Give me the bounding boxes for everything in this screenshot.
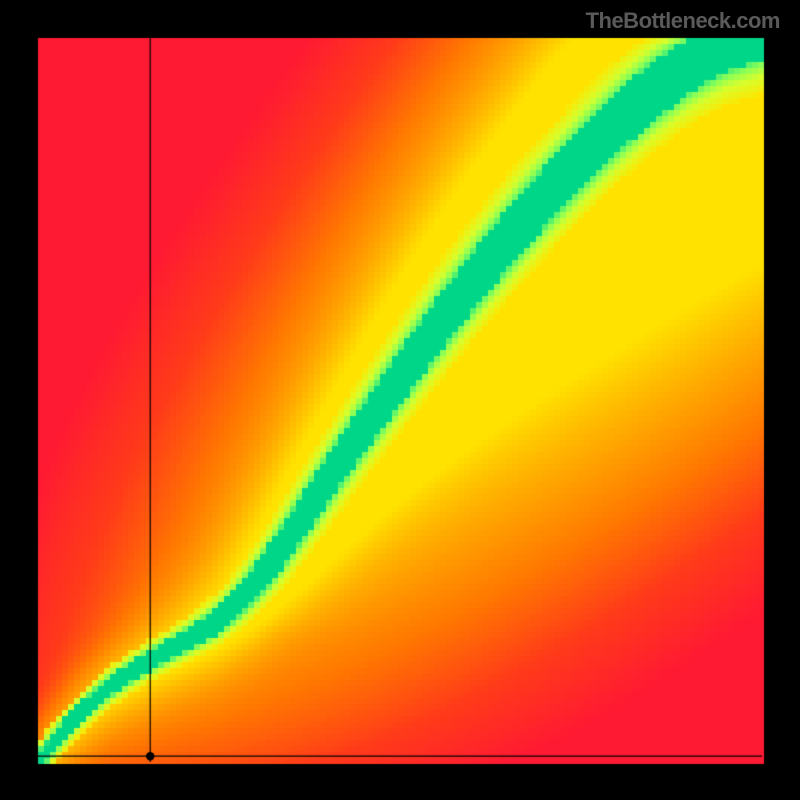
chart-container: TheBottleneck.com: [0, 0, 800, 800]
heatmap-canvas: [0, 0, 800, 800]
watermark-text: TheBottleneck.com: [586, 8, 780, 34]
